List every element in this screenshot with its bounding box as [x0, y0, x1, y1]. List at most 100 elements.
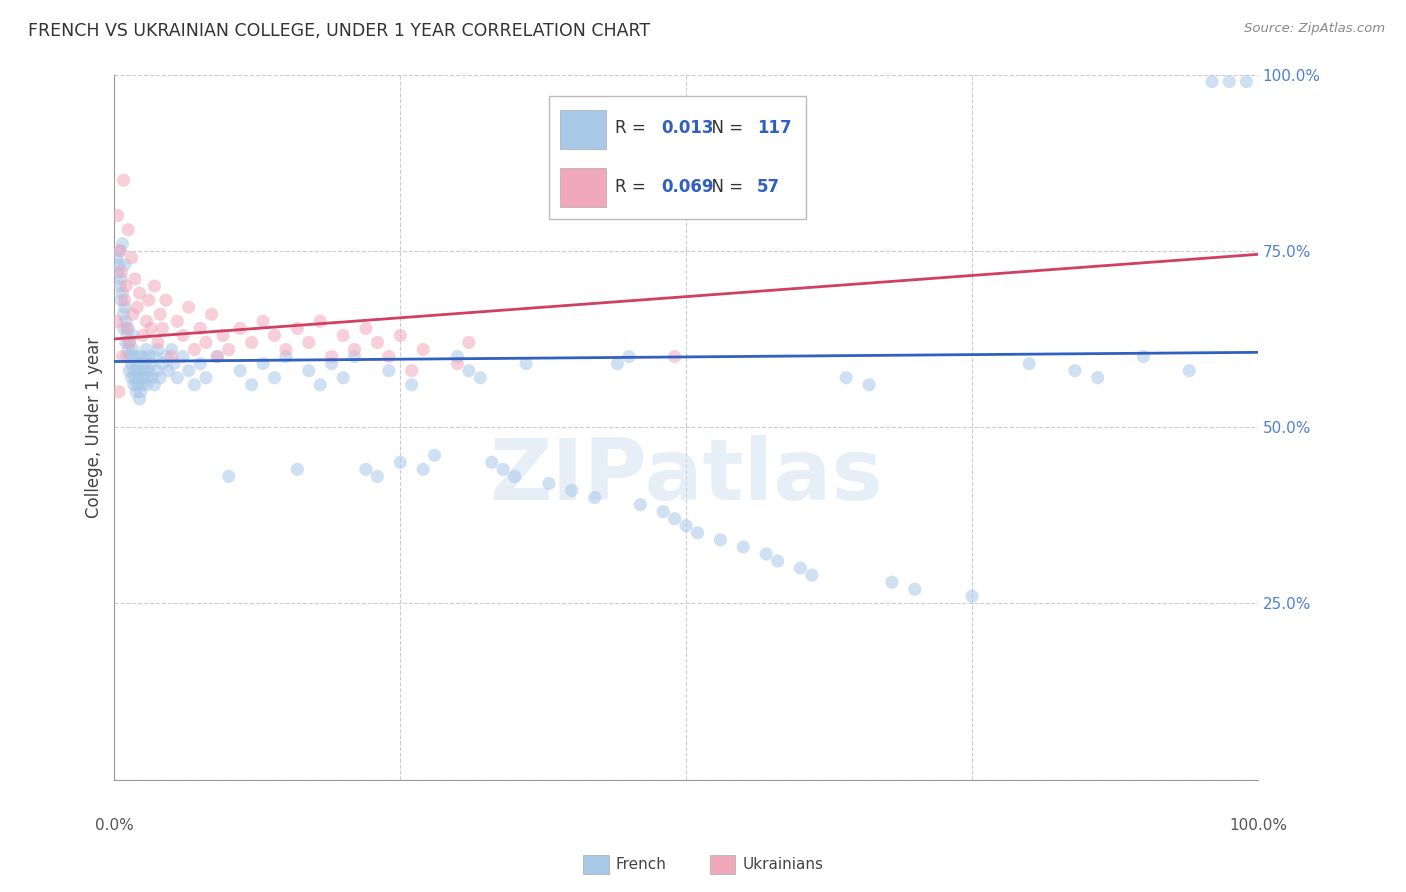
Point — [686, 525, 709, 540]
Point — [309, 377, 332, 392]
Point — [135, 343, 157, 357]
Point — [108, 244, 131, 258]
Text: N =: N = — [702, 120, 748, 137]
Point — [274, 350, 297, 364]
Point — [481, 455, 503, 469]
Point — [166, 370, 188, 384]
Point — [152, 321, 174, 335]
Point — [207, 350, 229, 364]
Point — [114, 293, 136, 307]
Point — [194, 335, 217, 350]
Point — [343, 350, 366, 364]
Point — [129, 384, 152, 399]
Point — [177, 364, 200, 378]
Point — [157, 364, 180, 378]
Point — [617, 350, 640, 364]
Point — [124, 370, 146, 384]
Point — [401, 364, 423, 378]
Point — [115, 328, 138, 343]
Point — [108, 279, 131, 293]
Point — [110, 265, 132, 279]
Point — [1234, 74, 1257, 88]
Point — [108, 244, 131, 258]
Point — [766, 554, 789, 568]
Point — [880, 575, 903, 590]
Point — [115, 321, 138, 335]
Point — [128, 392, 150, 406]
Point — [628, 498, 651, 512]
Point — [378, 364, 401, 378]
Point — [274, 343, 297, 357]
Point — [457, 335, 479, 350]
Point — [166, 314, 188, 328]
Point — [121, 251, 143, 265]
Point — [121, 357, 143, 371]
Point — [128, 286, 150, 301]
Point — [378, 350, 401, 364]
Point — [127, 357, 149, 371]
Point — [134, 357, 156, 371]
Point — [366, 335, 388, 350]
Point — [111, 236, 134, 251]
Point — [124, 350, 146, 364]
Point — [107, 209, 129, 223]
Point — [135, 314, 157, 328]
Point — [118, 364, 141, 378]
Point — [252, 357, 274, 371]
Point — [606, 357, 628, 371]
Point — [122, 377, 145, 392]
Point — [132, 350, 155, 364]
Point — [146, 335, 169, 350]
Point — [1132, 350, 1154, 364]
Point — [115, 279, 138, 293]
Point — [321, 357, 343, 371]
Point — [121, 370, 143, 384]
Point — [218, 343, 240, 357]
Point — [177, 300, 200, 314]
Point — [155, 293, 177, 307]
Text: 117: 117 — [756, 120, 792, 137]
Point — [389, 328, 412, 343]
Point — [1087, 370, 1109, 384]
Point — [1064, 364, 1087, 378]
Point — [110, 293, 132, 307]
Point — [114, 258, 136, 272]
Point — [1218, 74, 1240, 88]
Point — [138, 350, 160, 364]
Point — [664, 512, 686, 526]
Point — [904, 582, 927, 597]
Point — [285, 321, 308, 335]
Point — [733, 540, 755, 554]
Point — [136, 370, 159, 384]
Point — [135, 377, 157, 392]
Point — [108, 258, 131, 272]
Point — [172, 328, 194, 343]
Point — [117, 343, 139, 357]
Point — [132, 370, 155, 384]
Point — [285, 462, 308, 476]
Point — [412, 343, 434, 357]
Point — [114, 300, 136, 314]
Point — [134, 364, 156, 378]
Point — [1201, 74, 1223, 88]
Point — [143, 279, 166, 293]
Point — [200, 307, 222, 321]
Point — [835, 370, 858, 384]
Point — [127, 300, 149, 314]
Point — [132, 328, 155, 343]
Point — [129, 364, 152, 378]
Point — [240, 335, 263, 350]
Point — [146, 343, 169, 357]
Point — [105, 314, 128, 328]
Point — [117, 321, 139, 335]
Point — [118, 335, 141, 350]
Text: ZIPatlas: ZIPatlas — [489, 435, 883, 518]
Point — [118, 335, 141, 350]
Text: Ukrainians: Ukrainians — [742, 857, 824, 871]
Point — [709, 533, 731, 547]
Point — [194, 370, 217, 384]
FancyBboxPatch shape — [561, 169, 606, 207]
Point — [755, 547, 778, 561]
Point — [412, 462, 434, 476]
Point — [117, 222, 139, 236]
